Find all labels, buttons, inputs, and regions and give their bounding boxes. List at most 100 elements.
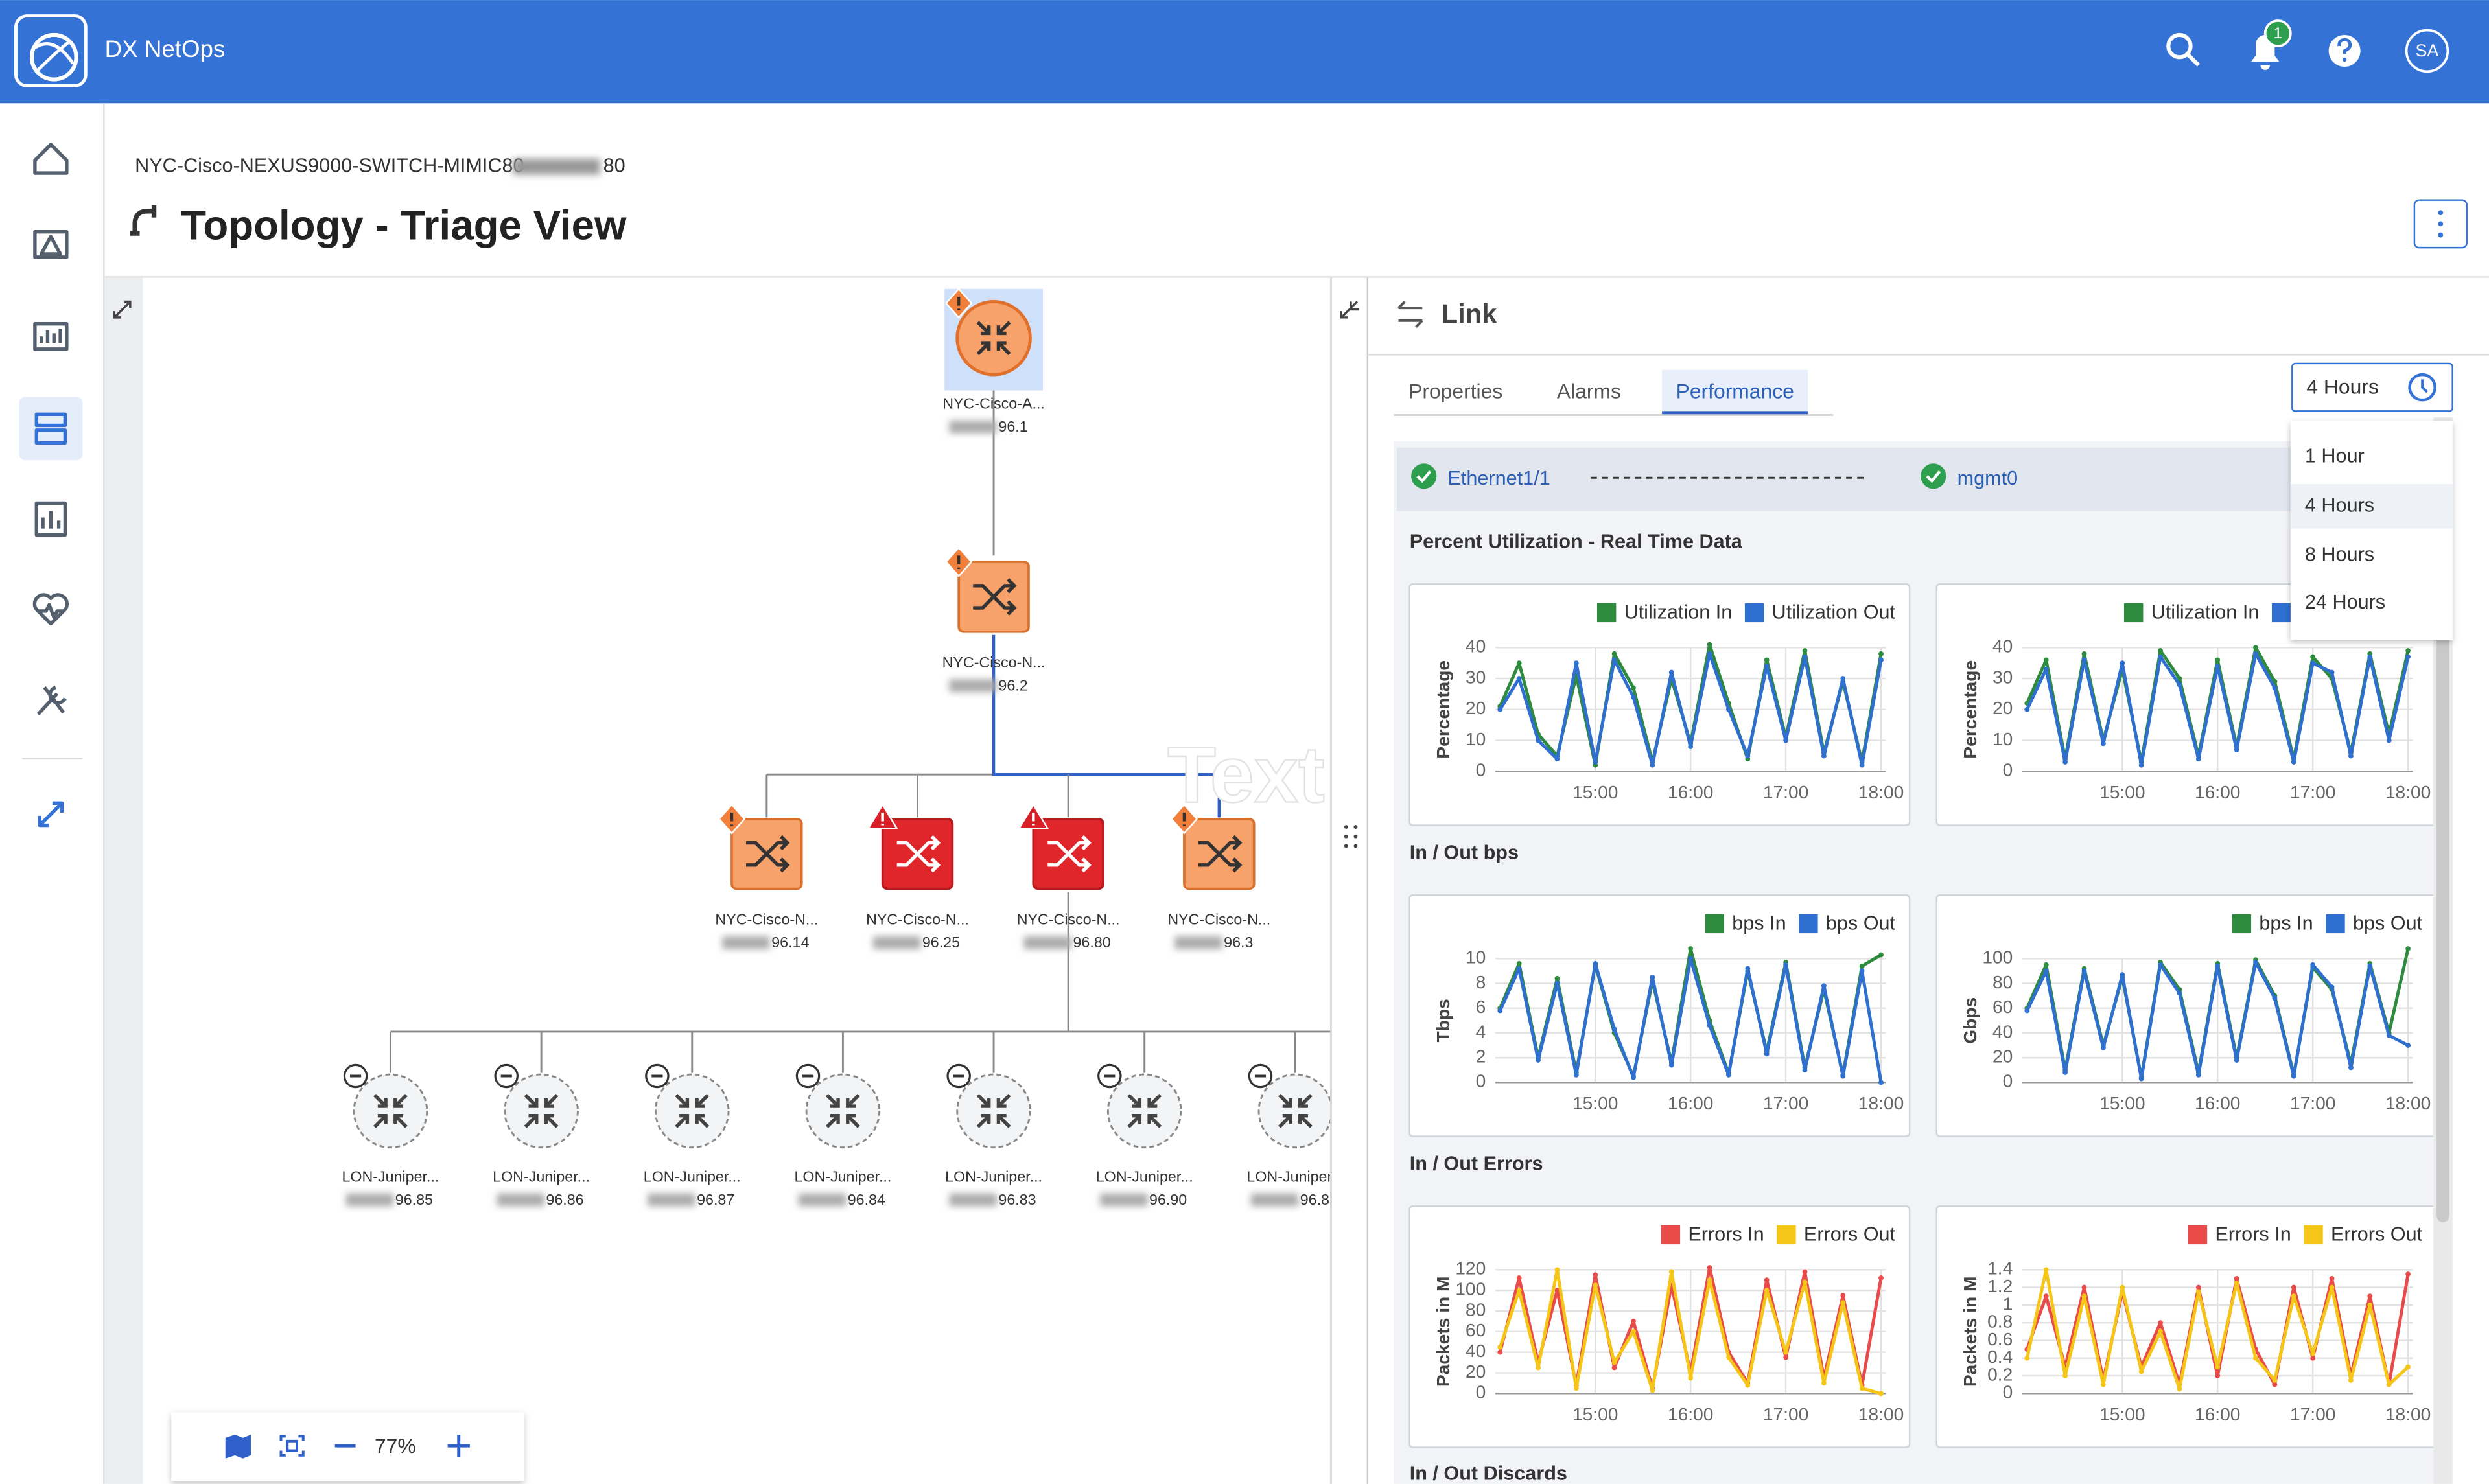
card [1935, 1205, 2434, 1448]
data-point [2062, 1070, 2068, 1075]
node-shape [353, 1073, 428, 1149]
y-tick-label: 1 [2003, 1293, 2013, 1314]
notification-badge [2263, 19, 2292, 47]
nav-home[interactable] [33, 143, 69, 175]
data-point [1878, 651, 1884, 656]
topology-node[interactable]: LON-Juniper... 96.8 [1246, 1063, 1344, 1208]
x-tick-label: 16:00 [2195, 782, 2240, 802]
topology-node[interactable]: LON-Juniper... 96.87 [644, 1063, 741, 1208]
legend-swatch [2326, 914, 2345, 934]
data-point [1611, 657, 1617, 663]
tab[interactable]: Performance [1676, 380, 1794, 403]
topology-node[interactable]: LON-Juniper... 96.90 [1096, 1063, 1193, 1208]
data-point [1859, 963, 1865, 969]
data-point [2215, 963, 2221, 969]
data-point [1688, 744, 1694, 750]
notifications-button[interactable]: 1 [2250, 19, 2292, 70]
data-point [2100, 1045, 2106, 1050]
data-point [2291, 1073, 2296, 1079]
x-tick-label: 17:00 [2290, 1404, 2335, 1424]
topology-node[interactable]: LON-Juniper... 96.84 [794, 1063, 891, 1208]
x-tick-label: 18:00 [1858, 1404, 1904, 1424]
data-point [1707, 1023, 1712, 1028]
topology-node[interactable]: NYC-Cisco-N... 96.3 [1167, 803, 1270, 951]
interface-link[interactable]: mgmt0 [1957, 467, 2018, 489]
dropdown-option[interactable]: 8 Hours [2305, 543, 2374, 565]
data-point [2215, 657, 2221, 663]
topology-node[interactable]: LON-Juniper... 96.86 [493, 1063, 590, 1208]
data-point [2158, 962, 2163, 968]
node-label: NYC-Cisco-A... [942, 395, 1045, 412]
topology-node[interactable]: LON-Juniper... 96.83 [945, 1063, 1042, 1208]
topology-link [765, 773, 994, 818]
expand-canvas-icon[interactable] [113, 300, 132, 319]
topology-node[interactable]: LON-Juniper... 96.85 [342, 1063, 439, 1208]
node-glyph [896, 835, 941, 873]
data-point [2272, 1382, 2278, 1387]
user-avatar[interactable]: SA [2405, 29, 2449, 73]
data-point [2195, 1072, 2201, 1078]
data-point [2138, 1076, 2144, 1082]
topology-node[interactable]: NYC-Cisco-A... 96.1 [942, 287, 1045, 435]
data-point [2195, 1284, 2201, 1290]
legend-label: bps Out [1826, 912, 1896, 934]
data-point [1573, 1385, 1579, 1391]
tab[interactable]: Alarms [1557, 380, 1621, 403]
y-tick-label: 30 [1992, 667, 2013, 687]
nav-tools[interactable] [36, 685, 67, 715]
data-point [1783, 962, 1789, 968]
zoom-in-button[interactable] [447, 1434, 470, 1457]
topology-node[interactable]: NYC-Cisco-N... 96.25 [866, 803, 969, 951]
x-tick-label: 16:00 [1668, 1093, 1713, 1113]
collapse-icon[interactable] [1340, 301, 1359, 319]
legend-swatch [1705, 914, 1725, 934]
nav-expand[interactable] [38, 801, 64, 828]
y-tick-label: 8 [1476, 972, 1486, 992]
topology-node[interactable]: NYC-Cisco-N... 96.2 [942, 546, 1046, 693]
legend-swatch [1596, 603, 1617, 623]
more-menu-button[interactable] [2413, 199, 2468, 249]
ip-redacted [949, 679, 997, 692]
search-button[interactable] [2166, 32, 2201, 67]
x-tick-label: 18:00 [2385, 782, 2431, 802]
topology-node[interactable]: NYC-Cisco-N... 96.14 [715, 803, 818, 951]
node-label: LON-Juniper... [794, 1168, 891, 1185]
legend-swatch [1777, 1225, 1796, 1245]
topology-node[interactable]: NYC-Cisco-N... 96.80 [1017, 803, 1120, 951]
interface-link[interactable]: Ethernet1/1 [1447, 467, 1550, 489]
data-point [1840, 676, 1846, 681]
node-ip: 96.3 [1224, 934, 1253, 951]
topology-canvas [104, 277, 1331, 1484]
nav-inventory[interactable] [34, 412, 67, 445]
nav-reports[interactable] [34, 501, 67, 537]
data-point [1840, 1293, 1846, 1299]
nav-alarms[interactable] [33, 229, 69, 259]
help-button[interactable] [2328, 34, 2361, 67]
time-range-select[interactable]: 4 Hours [2291, 362, 2453, 412]
dropdown-option[interactable]: 1 Hour [2305, 445, 2365, 467]
nav-dashboards[interactable] [33, 322, 69, 351]
y-axis-label: Percentage [1960, 660, 1980, 759]
y-tick-label: 0 [2003, 760, 2013, 780]
tab[interactable]: Properties [1408, 380, 1502, 403]
y-tick-label: 0 [2003, 1071, 2013, 1091]
data-point [1497, 1349, 1503, 1355]
dropdown-option[interactable]: 4 Hours [2305, 494, 2374, 516]
data-point [1859, 762, 1865, 768]
fit-button[interactable] [279, 1435, 305, 1457]
watermark: Text [1167, 730, 1325, 818]
legend-label: Utilization In [2151, 601, 2260, 623]
data-point [2253, 1355, 2258, 1361]
nav-health[interactable] [32, 593, 69, 626]
data-point [2272, 685, 2278, 691]
node-glyph [1127, 1093, 1162, 1128]
topology-graph: Text NYC-Cisco-A... 96.1 NYC-Cisco-N... 96.2… [342, 287, 1344, 1208]
data-point [2405, 1043, 2411, 1048]
data-point [2081, 657, 2087, 663]
search-icon [2186, 52, 2201, 67]
map-button[interactable] [225, 1434, 251, 1459]
section-title: In / Out Errors [1410, 1153, 1543, 1175]
dropdown-option[interactable]: 24 Hours [2305, 591, 2385, 613]
data-point [2348, 1065, 2354, 1071]
legend-label: bps Out [2353, 912, 2423, 934]
